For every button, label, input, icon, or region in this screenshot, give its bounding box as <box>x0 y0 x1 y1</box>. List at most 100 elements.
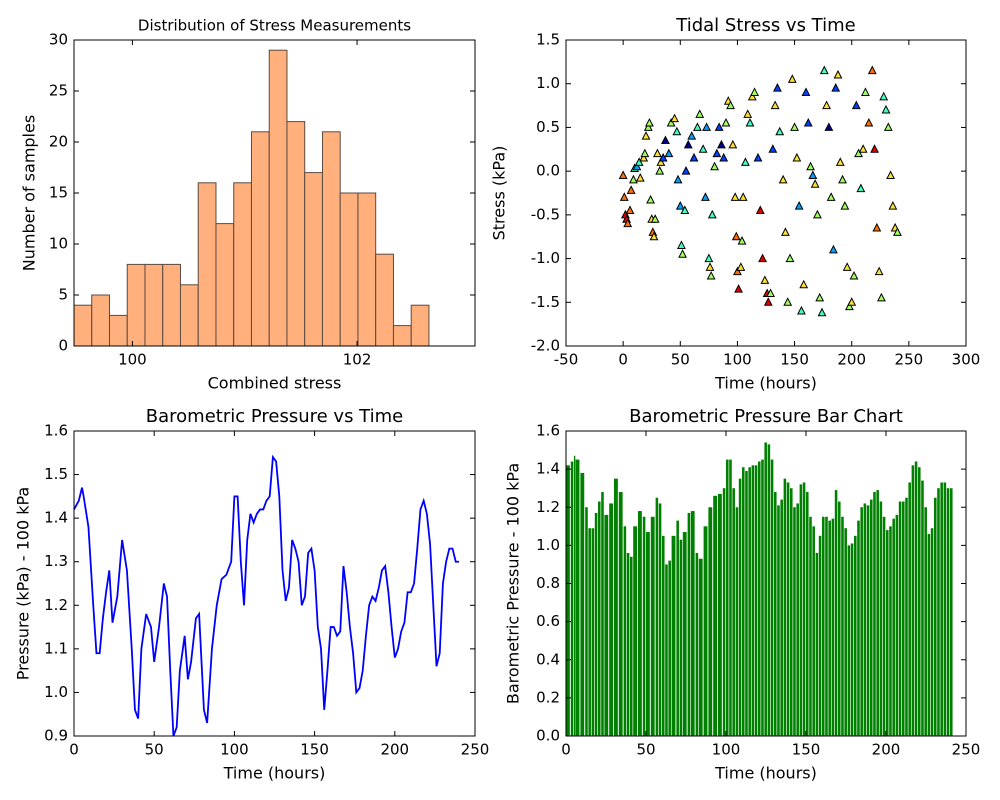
scatter-point <box>861 87 870 96</box>
scatter-point <box>737 235 747 245</box>
scatter-point <box>717 139 726 149</box>
bar <box>937 488 940 736</box>
bar <box>815 553 819 736</box>
scatter-point <box>829 244 838 254</box>
bar <box>770 459 774 736</box>
bar <box>764 442 767 736</box>
x-tick-label: 200 <box>837 351 866 369</box>
bar <box>774 492 777 736</box>
scatter-point <box>673 174 683 184</box>
scatter-point <box>775 126 785 136</box>
y-tick-label: -2.0 <box>531 337 560 355</box>
scatter-point <box>781 227 790 236</box>
scatter-point <box>655 166 665 175</box>
scatter-point <box>721 117 731 127</box>
scatter-point <box>677 240 686 249</box>
hist-bar <box>286 121 306 347</box>
y-tick-label: 5 <box>58 286 68 304</box>
bar <box>847 545 851 736</box>
bar <box>889 526 892 736</box>
bar <box>758 461 761 736</box>
scatter-point <box>877 292 886 302</box>
scatter-point <box>833 69 843 79</box>
y-tick-label: 0 <box>58 337 68 355</box>
scatter-point <box>822 100 831 110</box>
bar <box>742 467 745 736</box>
bar <box>767 444 771 736</box>
bar <box>866 505 870 736</box>
bar <box>638 511 642 736</box>
y-tick-label: 1.6 <box>44 422 68 440</box>
scatter-point <box>845 301 854 311</box>
scatter-point <box>872 222 882 232</box>
x-axis-label: Combined stress <box>208 374 342 393</box>
bar <box>793 507 796 736</box>
bar <box>703 526 708 736</box>
chart-title: Tidal Stress vs Time <box>675 15 855 36</box>
scatter-point <box>626 185 636 194</box>
scatter-point <box>632 161 642 171</box>
bar <box>834 490 838 736</box>
scatter-point <box>817 307 827 317</box>
bar <box>722 488 726 736</box>
y-tick-label: 30 <box>49 31 68 49</box>
scatter-point <box>618 170 628 180</box>
bar <box>580 472 585 736</box>
x-tick-label: 50 <box>145 741 164 759</box>
bar <box>687 512 691 736</box>
scatter-point <box>763 297 773 306</box>
y-tick-label: 0.2 <box>536 688 560 706</box>
scatter-point <box>689 152 699 162</box>
y-axis-label: Stress (kPa) <box>490 146 509 241</box>
bar <box>668 560 671 736</box>
y-tick-label: 0.8 <box>536 574 560 592</box>
scatter-point <box>734 284 743 293</box>
hist-bar <box>215 223 235 347</box>
bar <box>799 484 803 736</box>
scatter-point <box>726 100 735 110</box>
hist-bar <box>357 192 377 347</box>
hist-bar <box>197 182 217 347</box>
bar <box>902 501 905 736</box>
bar <box>601 492 604 736</box>
scatter-point <box>797 305 806 315</box>
bar <box>886 530 889 736</box>
x-axis-label: Time (hours) <box>714 374 817 393</box>
x-tick-label: 0 <box>69 741 79 759</box>
bar <box>626 553 630 736</box>
x-axis-label: Time (hours) <box>714 764 817 783</box>
scatter-point <box>888 201 898 210</box>
y-tick-label: -1.0 <box>531 249 560 267</box>
bar <box>806 492 809 736</box>
scatter-point <box>634 157 644 166</box>
bar <box>745 471 748 736</box>
y-tick-label: 0.5 <box>536 118 560 136</box>
bar <box>676 520 679 736</box>
x-axis-label: Time (hours) <box>223 764 326 783</box>
scatter-point <box>656 157 666 166</box>
bar <box>658 503 662 736</box>
bar <box>876 490 879 736</box>
scatter-point <box>755 205 765 214</box>
y-tick-label: 0.9 <box>44 727 68 745</box>
bar <box>662 535 665 736</box>
hist-bar <box>321 131 341 347</box>
y-tick-label: 25 <box>49 82 68 100</box>
y-tick-label: 1.0 <box>44 683 68 701</box>
scatter-point <box>639 152 649 162</box>
hist-bar <box>375 253 394 347</box>
bar <box>655 497 659 736</box>
scatter-point <box>678 249 687 258</box>
scatter-point <box>625 205 635 214</box>
x-tick-label: 0 <box>561 741 571 759</box>
scatter-point <box>819 65 829 75</box>
scatter-point <box>646 194 655 204</box>
x-tick-label: 300 <box>952 351 981 369</box>
scatter-point <box>824 122 834 131</box>
scatter-point <box>840 201 850 210</box>
scatter-point <box>799 279 809 289</box>
bar <box>671 535 676 736</box>
bar <box>802 482 806 736</box>
bar <box>809 516 812 736</box>
scatter-point <box>661 135 670 145</box>
